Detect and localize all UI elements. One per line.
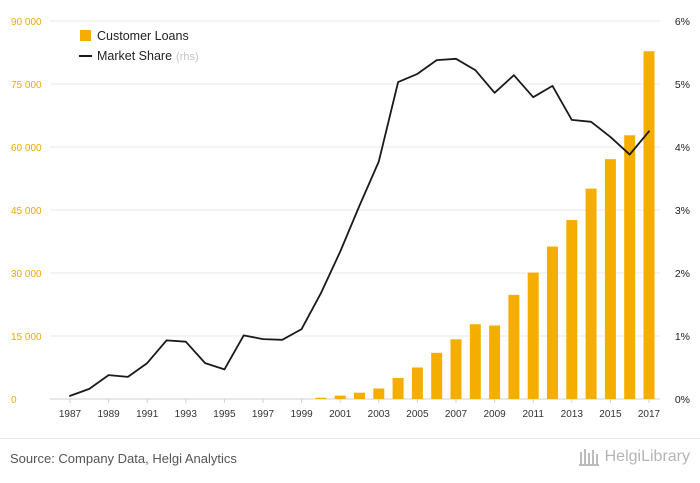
bar-customer-loans [315,397,327,399]
y-left-tick-label: 15 000 [11,332,42,343]
footer-divider [0,438,700,439]
y-right-tick-label: 2% [675,268,690,280]
library-building-icon [578,449,599,466]
y-left-tick-label: 45 000 [11,206,42,217]
bar-customer-loans [643,51,655,400]
chart: 0 15 000 30 000 45 000 60 000 75 000 90 000 0%… [11,16,690,420]
legend: Customer Loans Market Share (rhs) [79,29,199,63]
y-left-tick-label: 60 000 [11,143,42,154]
bar-customer-loans [431,352,443,399]
y-right-tick-label: 5% [675,79,690,91]
x-tick-label: 1995 [213,409,236,420]
bar-customer-loans [489,325,501,399]
x-tick-label: 2013 [561,409,584,420]
y-left-tick-label: 0 [11,395,17,406]
y-axis-left: 0 15 000 30 000 45 000 60 000 75 000 90 000 [11,17,42,406]
bar-customer-loans [566,220,578,399]
x-tick-label: 2011 [522,409,544,420]
legend-label-market-share: Market Share (rhs) [97,49,199,63]
bar-customer-loans [624,135,636,400]
bar-customer-loans [373,388,385,399]
footer: Source: Company Data, Helgi Analytics He… [0,438,700,483]
y-right-tick-label: 4% [675,142,690,154]
x-tick-label: 1987 [59,409,82,420]
bar-customer-loans [469,324,481,399]
x-tick-label: 2003 [368,409,391,420]
y-axis-right: 0% 1% 2% 3% 4% 5% 6% [675,16,690,406]
x-tick-label: 2001 [329,409,352,420]
logo-text: HelgiLibrary [604,448,690,465]
bar-customer-loans [585,188,597,399]
bar-customer-loans [392,378,404,399]
bar-customer-loans [604,159,616,399]
y-right-tick-label: 1% [675,331,690,343]
y-left-tick-label: 75 000 [11,80,42,91]
x-tick-label: 2007 [445,409,468,420]
line-path-market-share [69,57,650,397]
bar-customer-loans [508,294,520,399]
y-right-tick-label: 3% [675,205,690,217]
bar-customer-loans [547,246,558,399]
x-tick-label: 1997 [252,409,275,420]
legend-label-customer-loans: Customer Loans [97,29,189,43]
source-note: Source: Company Data, Helgi Analytics [10,451,237,466]
bar-customer-loans [450,339,462,399]
legend-swatch-customer-loans [80,30,91,41]
legend-label-market-share-name: Market Share [97,49,172,63]
x-tick-label: 2017 [638,409,661,420]
grid-lines [50,20,660,400]
y-right-tick-label: 6% [675,16,690,28]
x-tick-label: 1991 [136,409,159,420]
x-axis: 1987 1989 1991 1993 1995 1997 1999 2001 2003 2005… [59,399,661,420]
y-left-tick-label: 30 000 [11,269,42,280]
bar-customer-loans [354,392,365,399]
x-tick-label: 1993 [175,409,198,420]
bar-customer-loans [411,367,423,399]
x-tick-label: 2009 [483,409,506,420]
line-market-share [69,57,650,397]
helgi-library-logo[interactable]: HelgiLibrary [578,446,690,468]
legend-label-market-share-suffix: (rhs) [176,51,199,63]
bar-customer-loans [527,272,539,399]
x-tick-label: 2005 [406,409,429,420]
x-tick-label: 1989 [97,409,120,420]
bar-customer-loans [334,395,346,399]
x-tick-label: 2015 [599,409,622,420]
bars-customer-loans [315,51,655,400]
x-tick-label: 1999 [290,409,313,420]
y-left-tick-label: 90 000 [11,17,42,28]
y-right-tick-label: 0% [675,394,690,406]
